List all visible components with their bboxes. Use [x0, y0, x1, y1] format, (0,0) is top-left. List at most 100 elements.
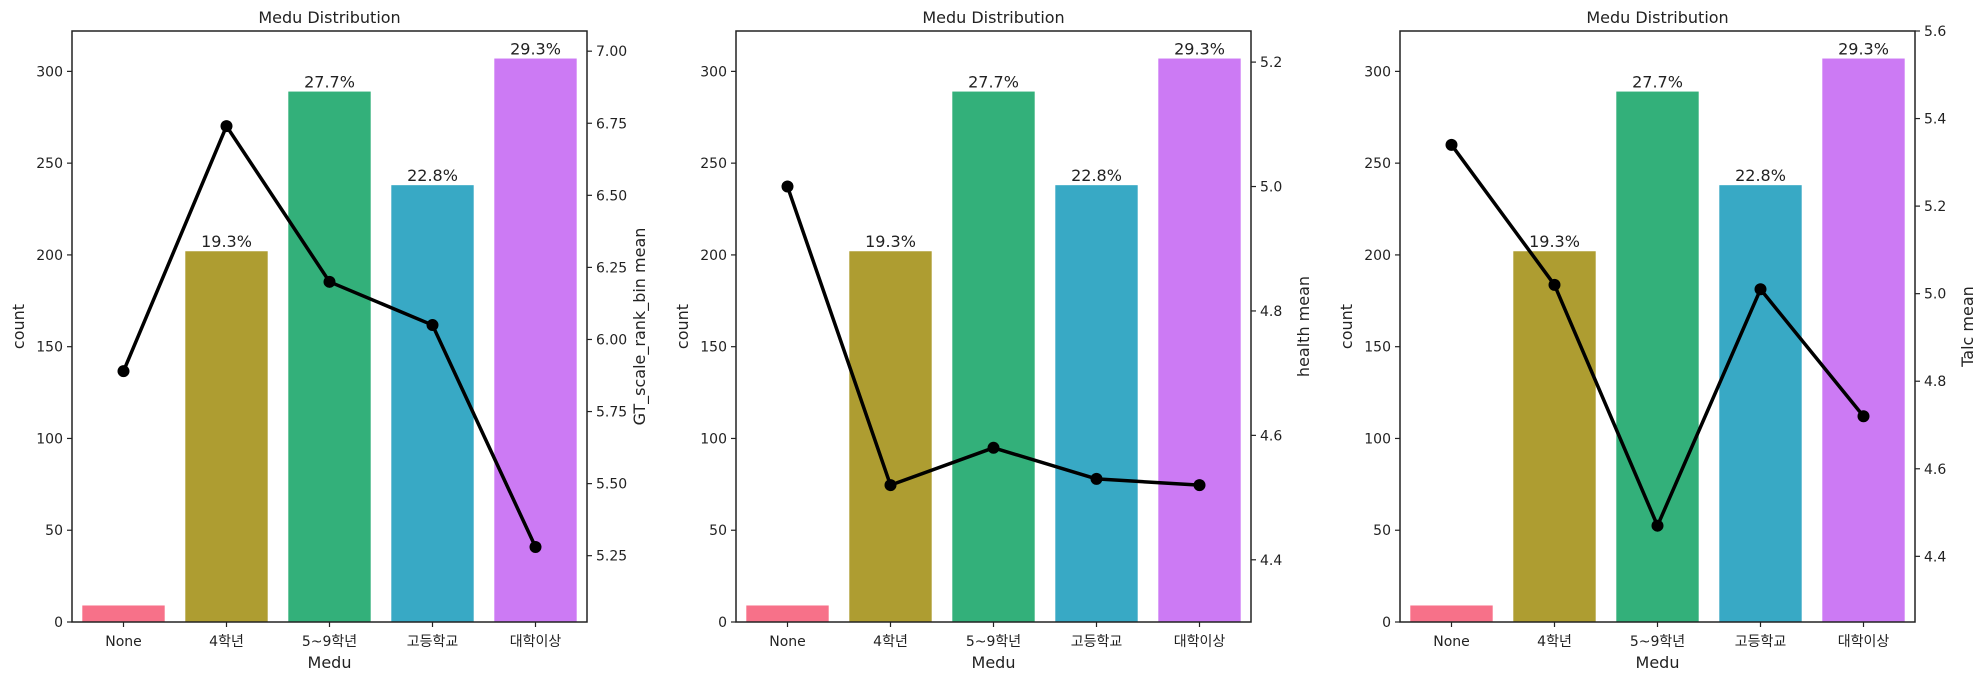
mean-point-1	[781, 180, 794, 193]
y2-tick-label: 6.50	[596, 188, 627, 204]
y2-tick-label: 5.50	[596, 477, 627, 493]
y-tick-label: 0	[54, 615, 63, 631]
y2-tick-label: 5.4	[1924, 112, 1946, 128]
chart-panel-1: 19.3% 27.7% 22.8% 29.3% 0 50 100 150 200 250 300 5.…	[9, 8, 650, 672]
y-tick-label: 100	[700, 431, 727, 447]
y-tick-label: 0	[718, 615, 727, 631]
bar-percent-label: 22.8%	[407, 166, 458, 185]
y2-axis-label: Talc mean	[1958, 286, 1977, 368]
y2-tick-label: 6.00	[596, 332, 627, 348]
bar-percent-label: 29.3%	[1838, 40, 1889, 59]
y2-axis-label: health mean	[1294, 276, 1313, 377]
y2-tick-label: 4.8	[1260, 304, 1282, 320]
x-tick-label: 4학년	[209, 634, 244, 650]
y-tick-label: 250	[36, 156, 63, 172]
bar-3	[1616, 91, 1699, 623]
bar-3	[288, 91, 371, 623]
x-tick-label: 5~9학년	[966, 634, 1021, 650]
y2-tick-label: 5.0	[1924, 287, 1946, 303]
mean-point-4	[426, 319, 439, 332]
y-tick-label: 300	[36, 64, 63, 80]
mean-point-4	[1090, 472, 1103, 485]
bar-percent-label: 27.7%	[1632, 73, 1683, 92]
x-tick-label: 고등학교	[407, 634, 459, 650]
bar-percent-label: 19.3%	[865, 232, 916, 251]
bar-percent-label: 27.7%	[304, 73, 355, 92]
x-tick-label: 고등학교	[1071, 634, 1123, 650]
chart-title: Medu Distribution	[258, 8, 400, 27]
y2-tick-label: 4.4	[1924, 549, 1946, 565]
y2-tick-label: 7.00	[596, 44, 627, 60]
y-tick-label: 250	[1364, 156, 1391, 172]
y-tick-label: 50	[709, 523, 727, 539]
y-tick-label: 200	[36, 248, 63, 264]
x-tick-label: 4학년	[873, 634, 908, 650]
x-tick-label: None	[105, 634, 142, 650]
bar-1	[746, 605, 829, 622]
y2-tick-label: 4.8	[1924, 374, 1946, 390]
mean-point-3	[323, 275, 336, 288]
y2-tick-label: 5.6	[1924, 24, 1946, 40]
y-tick-label: 50	[45, 523, 63, 539]
bar-5	[494, 58, 577, 622]
y2-tick-label: 4.4	[1260, 553, 1282, 569]
mean-point-1	[1445, 138, 1458, 151]
y-tick-label: 200	[1364, 248, 1391, 264]
y-axis-label: count	[673, 304, 692, 349]
y-tick-label: 300	[700, 64, 727, 80]
y-tick-label: 150	[36, 340, 63, 356]
x-tick-label: None	[1433, 634, 1470, 650]
y-axis-label: count	[1337, 304, 1356, 349]
mean-point-3	[1651, 519, 1664, 532]
bar-2	[1513, 251, 1596, 622]
mean-point-3	[987, 441, 1000, 454]
x-tick-label: 4학년	[1537, 634, 1572, 650]
bar-5	[1158, 58, 1241, 622]
y2-tick-label: 5.2	[1924, 199, 1946, 215]
chart-panel-2: 19.3% 27.7% 22.8% 29.3% 0 50 100 150 200 250 300 4.…	[673, 8, 1313, 672]
x-tick-label: 5~9학년	[302, 634, 357, 650]
y-tick-label: 150	[1364, 340, 1391, 356]
y-tick-label: 100	[36, 431, 63, 447]
x-tick-label: 대학이상	[1838, 634, 1890, 650]
chart-panel-3: 19.3% 27.7% 22.8% 29.3% 0 50 100 150 200 250 300 4.…	[1337, 8, 1977, 672]
x-tick-label: 대학이상	[1174, 634, 1226, 650]
bar-percent-label: 19.3%	[201, 232, 252, 251]
bar-4	[391, 185, 474, 622]
y-axis-label: count	[9, 304, 28, 349]
y-tick-label: 300	[1364, 64, 1391, 80]
bar-2	[185, 251, 268, 622]
x-axis-label: Medu	[972, 653, 1016, 672]
mean-point-4	[1754, 283, 1767, 296]
bar-percent-label: 22.8%	[1071, 166, 1122, 185]
bar-percent-label: 19.3%	[1529, 232, 1580, 251]
mean-point-5	[1193, 479, 1206, 492]
y-tick-label: 0	[1382, 615, 1391, 631]
bar-3	[952, 91, 1035, 623]
chart-title: Medu Distribution	[922, 8, 1064, 27]
bar-1	[82, 605, 165, 622]
y-tick-label: 100	[1364, 431, 1391, 447]
mean-point-2	[220, 120, 233, 133]
x-tick-label: 대학이상	[510, 634, 562, 650]
bar-5	[1822, 58, 1905, 622]
y2-tick-label: 5.2	[1260, 55, 1282, 71]
y2-axis-label: GT_scale_rank_bin mean	[630, 228, 650, 426]
x-tick-label: None	[769, 634, 806, 650]
x-axis-label: Medu	[308, 653, 352, 672]
y-tick-label: 200	[700, 248, 727, 264]
bar-1	[1410, 605, 1493, 622]
mean-point-5	[529, 541, 542, 554]
y-tick-label: 250	[700, 156, 727, 172]
bar-percent-label: 22.8%	[1735, 166, 1786, 185]
y-tick-label: 50	[1373, 523, 1391, 539]
x-tick-label: 5~9학년	[1630, 634, 1685, 650]
y2-tick-label: 5.75	[596, 405, 627, 421]
y2-tick-label: 4.6	[1924, 462, 1946, 478]
x-tick-label: 고등학교	[1735, 634, 1787, 650]
bar-percent-label: 27.7%	[968, 73, 1019, 92]
mean-point-5	[1857, 410, 1870, 423]
y2-tick-label: 6.75	[596, 116, 627, 132]
bar-4	[1719, 185, 1802, 622]
bar-2	[849, 251, 932, 622]
